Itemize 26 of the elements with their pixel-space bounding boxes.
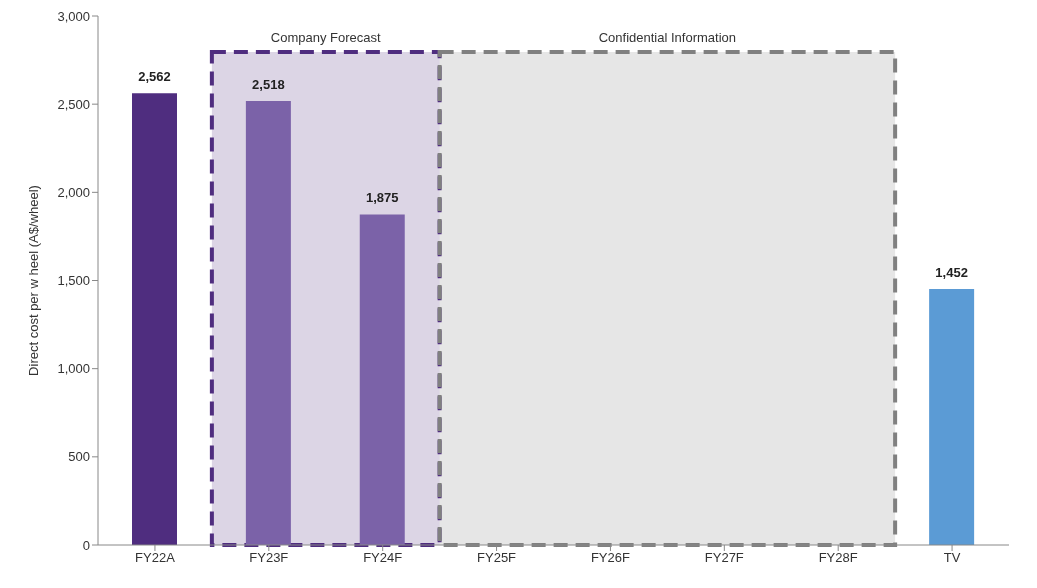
- y-tick-label: 500: [68, 449, 90, 465]
- bar: [245, 100, 291, 545]
- x-tick-label: FY25F: [477, 550, 517, 566]
- bar: [359, 214, 405, 545]
- data-label: 2,562: [138, 69, 171, 85]
- bar: [132, 93, 177, 545]
- y-tick-label: 3,000: [57, 8, 90, 24]
- bar: [929, 288, 975, 545]
- x-tick-label: FY28F: [818, 550, 858, 566]
- y-axis-title: Direct cost per w heel (A$/wheel): [25, 185, 41, 376]
- y-tick-label: 2,500: [57, 96, 90, 112]
- data-label: 2,518: [252, 76, 285, 92]
- x-tick-label: TV: [943, 550, 961, 566]
- x-tick-label: FY27F: [704, 550, 744, 566]
- band-label: Company Forecast: [270, 30, 382, 45]
- x-tick-label: FY22A: [135, 550, 176, 566]
- y-tick-label: 1,000: [57, 361, 90, 377]
- x-tick-label: FY24F: [363, 550, 403, 566]
- data-label: 1,452: [935, 264, 968, 280]
- x-tick-label: FY23F: [249, 550, 289, 566]
- y-tick-label: 0: [82, 537, 90, 553]
- data-label: 1,875: [365, 190, 399, 206]
- y-tick-label: 2,000: [57, 184, 90, 200]
- x-tick-label: FY26F: [590, 550, 630, 566]
- y-tick-label: 1,500: [57, 273, 90, 289]
- band-label: Confidential Information: [598, 30, 737, 45]
